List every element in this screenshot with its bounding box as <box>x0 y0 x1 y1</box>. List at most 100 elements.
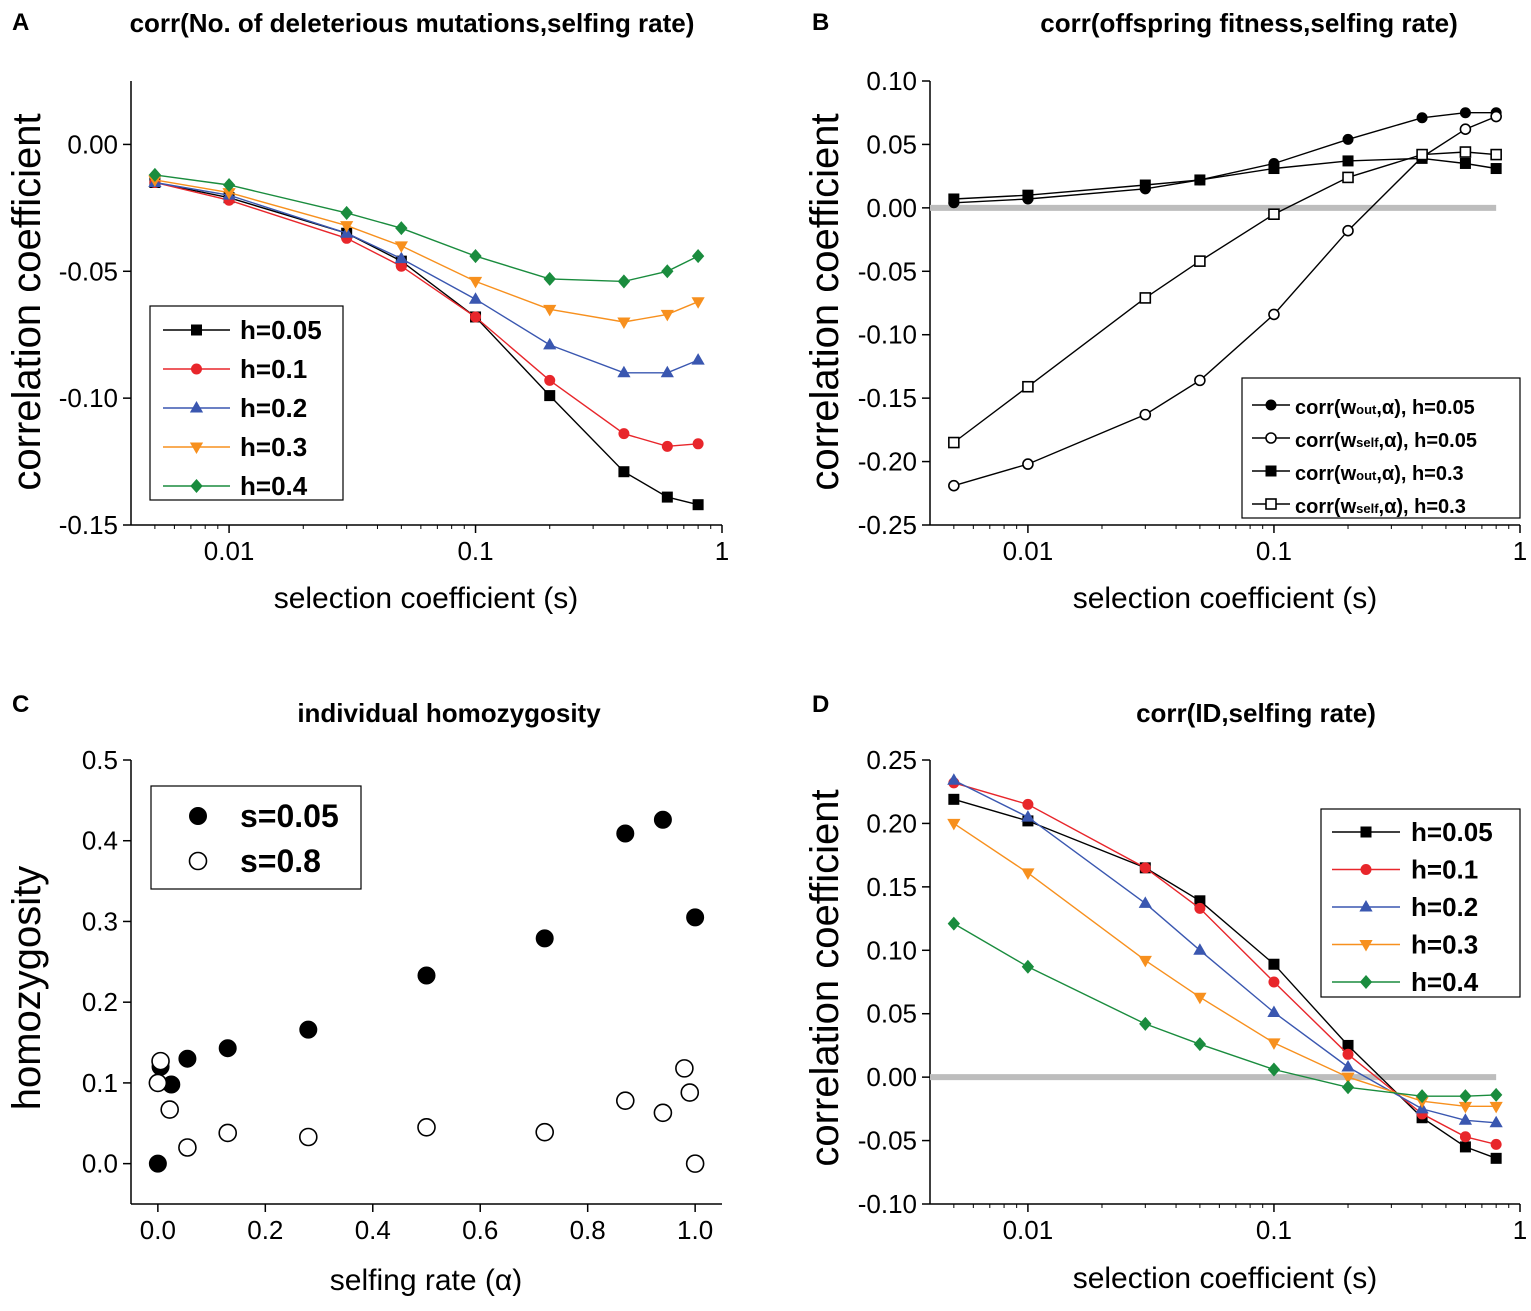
data-point <box>1490 163 1502 175</box>
data-point <box>1268 958 1280 970</box>
data-point <box>618 466 630 478</box>
data-point <box>1416 112 1428 124</box>
data-point <box>340 221 354 233</box>
data-point <box>618 428 630 440</box>
data-point <box>1489 1115 1503 1128</box>
x-tick-label: 0.2 <box>247 1215 283 1245</box>
data-point <box>470 311 482 323</box>
data-point <box>947 916 961 931</box>
legend-box <box>1241 377 1521 519</box>
data-point <box>617 365 631 378</box>
data-point <box>661 491 673 503</box>
legend-marker <box>191 363 202 375</box>
data-point <box>1268 208 1280 220</box>
legend-label-part: ,α), h=0.05 <box>1376 397 1474 419</box>
x-tick-label: 0.01 <box>1003 1215 1054 1245</box>
data-point <box>535 1122 555 1142</box>
data-point <box>1022 380 1034 393</box>
data-point <box>1341 1072 1355 1085</box>
data-point <box>468 276 483 289</box>
legend-label-part: ,α), h=0.3 <box>1379 496 1466 518</box>
y-tick-label: 0.05 <box>866 129 917 159</box>
data-point <box>1459 107 1471 119</box>
data-point <box>1459 1141 1471 1153</box>
legend-label: corr(wself,α), h=0.05 <box>1295 430 1477 452</box>
x-tick-label: 1 <box>1513 536 1527 566</box>
panel-b-title: corr(offspring fitness,selfing rate) <box>1040 8 1458 38</box>
legend-label: h=0.3 <box>240 432 307 462</box>
legend-label-part: ,α), h=0.3 <box>1376 463 1463 485</box>
data-point <box>948 436 960 449</box>
data-point <box>543 337 557 350</box>
panel-d-xlabel: selection coefficient (s) <box>1073 1262 1378 1295</box>
data-point <box>148 167 162 182</box>
legend-marker <box>1265 399 1277 411</box>
panel-c-title: individual homozygosity <box>297 698 601 728</box>
data-point <box>1139 408 1152 421</box>
y-tick-label: -0.20 <box>858 447 917 477</box>
data-point <box>1342 171 1354 184</box>
y-tick-label: 0.15 <box>866 872 917 902</box>
legend-marker <box>189 807 207 825</box>
legend-label-part: corr(w <box>1295 463 1357 485</box>
legend-label: h=0.2 <box>240 393 307 423</box>
data-point <box>417 966 436 985</box>
data-point <box>1267 1062 1281 1077</box>
data-point <box>617 317 631 330</box>
data-point <box>653 1103 673 1123</box>
data-point <box>544 374 556 386</box>
legend-marker <box>1265 465 1277 477</box>
data-point <box>544 390 556 402</box>
x-tick-label: 0.1 <box>1256 536 1292 566</box>
x-tick-label: 1 <box>1513 1215 1527 1245</box>
data-point <box>1268 308 1280 321</box>
data-point <box>417 1118 436 1137</box>
data-point <box>1268 163 1280 175</box>
y-tick-label: -0.05 <box>59 256 118 286</box>
legend-marker <box>188 851 208 871</box>
data-point <box>543 304 557 317</box>
data-point <box>1342 224 1354 237</box>
legend-label: s=0.8 <box>240 843 321 879</box>
legend-label-subscript: self <box>1356 435 1379 450</box>
y-tick-label: -0.25 <box>858 510 917 540</box>
y-tick-label: 0.10 <box>866 66 917 96</box>
data-point <box>1139 179 1151 191</box>
legend-box <box>149 305 344 501</box>
data-point <box>1490 110 1502 123</box>
data-point <box>394 251 408 264</box>
y-tick-label: 0.20 <box>866 808 917 838</box>
data-point <box>1021 959 1035 974</box>
legend-label: h=0.4 <box>240 471 308 501</box>
legend-label-part: corr(w <box>1295 430 1357 452</box>
data-point <box>1416 148 1428 161</box>
data-point <box>1341 1080 1355 1095</box>
y-tick-label: -0.15 <box>858 383 917 413</box>
legend-label: h=0.1 <box>1411 855 1478 885</box>
panel-label-d: D <box>812 691 829 718</box>
data-point <box>299 1020 318 1039</box>
data-point <box>469 249 482 264</box>
panel-label-a: A <box>12 9 29 36</box>
data-point <box>1021 868 1035 880</box>
y-tick-label: -0.10 <box>858 1189 917 1219</box>
y-tick-label: 0.00 <box>866 193 917 223</box>
data-point <box>660 309 674 322</box>
x-tick-label: 0.01 <box>204 536 255 566</box>
legend-label-part: ,α), h=0.05 <box>1379 430 1477 452</box>
data-point <box>1342 155 1354 167</box>
data-point <box>1459 157 1471 169</box>
data-point <box>1342 1048 1354 1060</box>
data-point <box>222 178 236 193</box>
panel-a: A corr(No. of deleterious mutations,self… <box>5 8 729 615</box>
panel-c-ylabel: homozygosity <box>5 866 49 1111</box>
legend-label: h=0.05 <box>240 315 322 345</box>
data-point <box>1459 146 1472 158</box>
data-point <box>948 479 960 492</box>
panel-d: D corr(ID,selfing rate) selection coeffi… <box>803 691 1527 1295</box>
y-tick-label: -0.10 <box>59 383 118 413</box>
legend-marker <box>189 442 204 455</box>
data-point <box>1267 1038 1281 1050</box>
data-point <box>1490 1138 1502 1150</box>
